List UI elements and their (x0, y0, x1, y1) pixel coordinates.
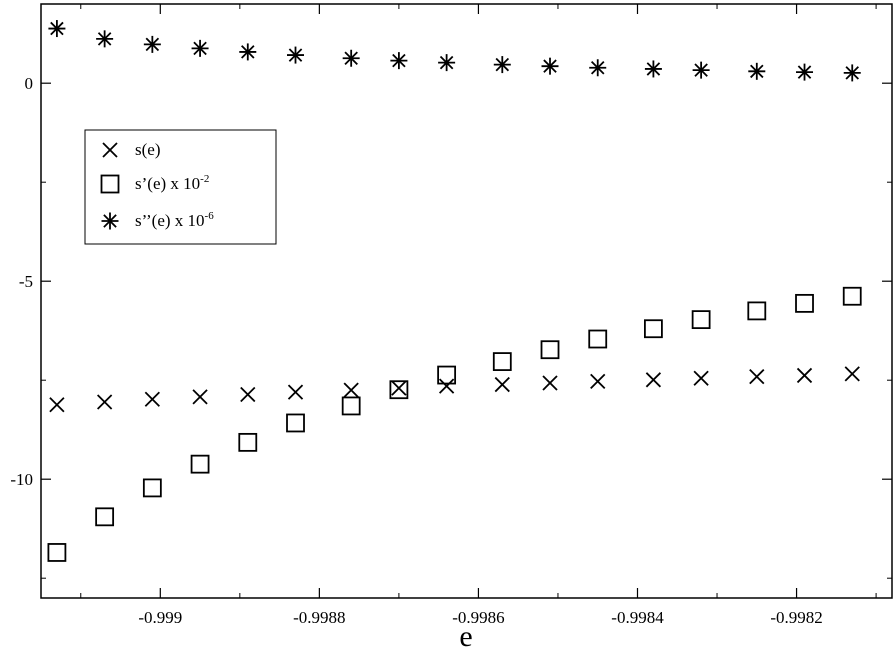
data-point-square (190, 454, 210, 474)
legend-label-s-prime: s’(e) x 10-2 (135, 173, 209, 193)
data-point-x (645, 372, 662, 388)
data-point-x (796, 367, 813, 384)
x-tick-label: -0.9982 (770, 608, 822, 627)
data-point-asterisk (541, 57, 559, 75)
data-point-x (287, 384, 304, 400)
data-point-x (343, 382, 359, 398)
data-point-square (691, 310, 711, 330)
data-point-x (494, 376, 510, 393)
data-point-asterisk (239, 43, 257, 61)
data-point-square (341, 396, 361, 416)
legend-label-s-double-prime-base: s’’(e) x 10 (135, 211, 205, 230)
data-point-square (238, 432, 258, 452)
data-point-x (590, 373, 606, 390)
legend-label-s-prime-exp: -2 (200, 173, 209, 185)
data-point-square (437, 365, 457, 385)
legend-marker-asterisk (101, 212, 119, 230)
data-point-asterisk (96, 30, 114, 48)
data-point-x (49, 397, 65, 413)
data-point-x (192, 389, 208, 405)
legend-markers (100, 142, 120, 230)
ticks (41, 4, 892, 598)
data-point-asterisk (438, 54, 456, 72)
data-point-x (144, 391, 160, 407)
x-tick-label: -0.9984 (611, 608, 664, 627)
x-tick-label: -0.9988 (293, 608, 345, 627)
data-point-square (286, 413, 305, 433)
legend-label-s: s(e) (135, 140, 160, 159)
plot-frame (40, 3, 893, 599)
data-point-x (693, 370, 709, 386)
legend-label-s-double-prime: s’’(e) x 10-6 (135, 210, 214, 230)
data-point-square (492, 352, 512, 371)
legend-label-s-double-prime-exp: -6 (205, 210, 215, 222)
data-point-asterisk (390, 52, 408, 70)
data-point-asterisk (342, 49, 360, 67)
data-point-x (240, 386, 256, 403)
data-point-asterisk (191, 39, 209, 57)
data-point-square (795, 293, 814, 313)
y-tick-label: 0 (25, 74, 34, 93)
x-tick-label: -0.999 (138, 608, 182, 627)
data-point-asterisk (692, 61, 710, 79)
data-point-square (644, 319, 663, 339)
y-tick-label: -10 (10, 470, 33, 489)
data-point-square (842, 286, 862, 306)
data-point-square (389, 380, 409, 400)
data-point-x (844, 366, 860, 382)
data-point-asterisk (748, 62, 766, 80)
data-point-square (588, 329, 608, 349)
data-point-asterisk (843, 64, 861, 82)
legend-label-s-prime-base: s’(e) x 10 (135, 174, 200, 193)
data-point-x (749, 368, 765, 385)
legend-box (84, 129, 277, 245)
data-point-asterisk (644, 60, 662, 78)
data-point-x (438, 378, 455, 394)
data-point-x (542, 375, 558, 391)
data-point-square (747, 301, 767, 321)
tick-labels: -0.999 -0.9988 -0.9986 -0.9984 -0.9982 0 -5 -10 (10, 74, 822, 627)
legend-marker-square (100, 174, 120, 194)
legend-marker-x (102, 142, 118, 158)
data-point-asterisk (143, 35, 161, 53)
data-point-x (96, 394, 113, 410)
data-point-square (95, 507, 115, 527)
data-point-square (47, 543, 67, 562)
x-axis-label: e (459, 620, 472, 653)
data-point-asterisk (796, 63, 814, 81)
data-point-asterisk (589, 59, 607, 77)
y-tick-label: -5 (19, 272, 33, 291)
data-point-asterisk (493, 56, 511, 74)
data-point-asterisk (48, 20, 66, 38)
data-marks (47, 20, 862, 562)
data-point-x (391, 380, 407, 396)
data-point-square (142, 478, 162, 498)
data-point-square (540, 340, 560, 360)
data-point-asterisk (287, 46, 305, 64)
x-tick-label: -0.9986 (452, 608, 504, 627)
legend: s(e) s’(e) x 10-2 s’’(e) x 10-6 (84, 129, 277, 245)
